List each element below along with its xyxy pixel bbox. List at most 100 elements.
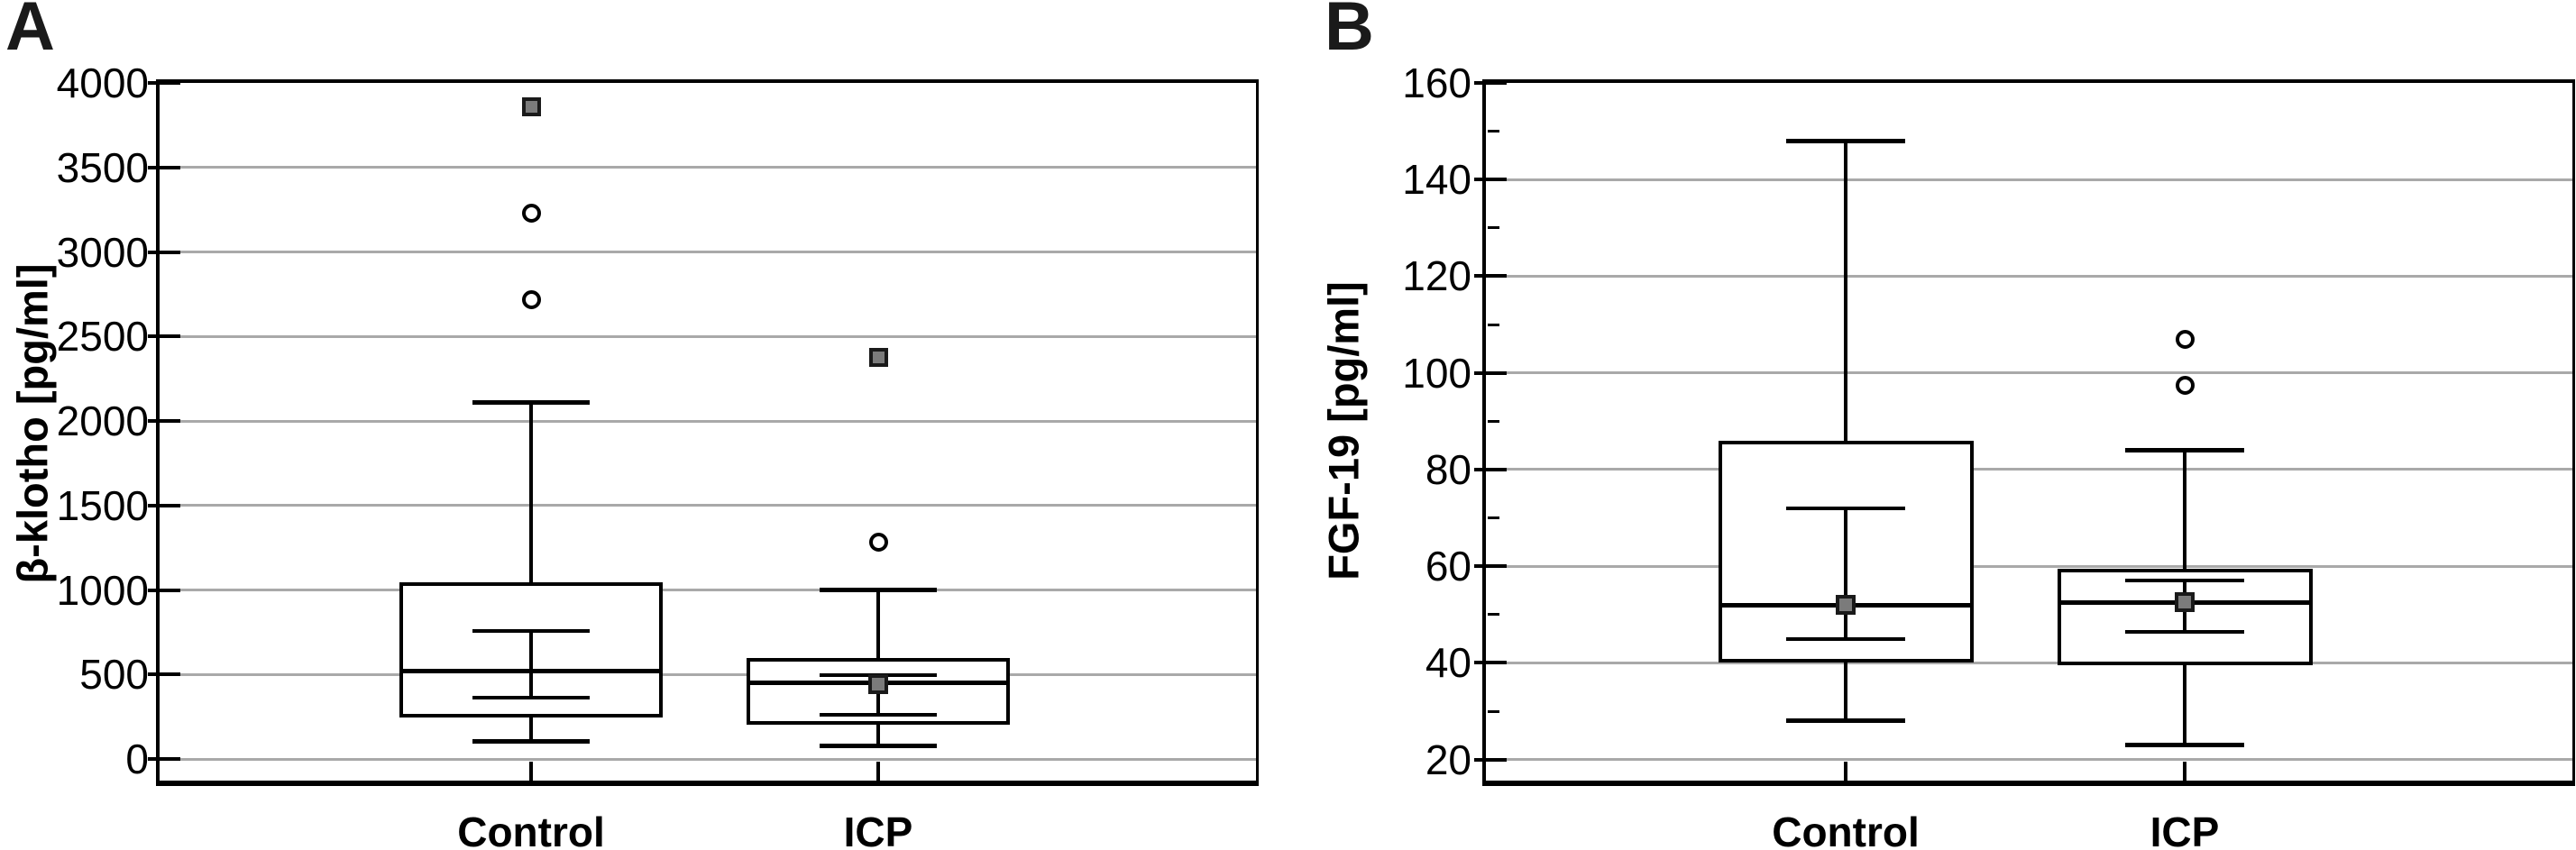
category-label: ICP bbox=[2150, 809, 2220, 850]
y-major-tick bbox=[1474, 564, 1507, 569]
y-major-tick bbox=[1474, 467, 1507, 471]
y-gridline bbox=[1486, 661, 2572, 664]
y-tick-label: 20 bbox=[1425, 736, 1471, 783]
y-minor-tick bbox=[1488, 419, 1499, 423]
y-gridline bbox=[160, 757, 1256, 761]
y-major-tick bbox=[148, 419, 180, 423]
category-tick bbox=[2183, 762, 2186, 781]
y-gridline bbox=[160, 251, 1256, 253]
axis-top bbox=[160, 79, 1259, 83]
y-tick-label: 120 bbox=[1402, 252, 1471, 300]
whisker-upper-cap bbox=[820, 588, 937, 592]
y-minor-tick bbox=[1488, 709, 1499, 713]
y-major-tick bbox=[1474, 370, 1507, 375]
y-gridline bbox=[160, 672, 1256, 676]
whisker-lower-line bbox=[2183, 665, 2186, 745]
y-tick-label: 100 bbox=[1402, 349, 1471, 397]
y-tick-label: 40 bbox=[1425, 639, 1471, 687]
extreme-marker bbox=[868, 348, 888, 368]
category-tick bbox=[876, 762, 880, 781]
whisker-upper-line bbox=[2183, 450, 2186, 569]
y-minor-tick bbox=[1488, 323, 1499, 326]
y-major-tick bbox=[1474, 274, 1507, 279]
y-major-tick bbox=[1474, 661, 1507, 665]
whisker-lower-line bbox=[529, 717, 533, 742]
y-major-tick bbox=[148, 672, 180, 677]
y-tick-label: 1000 bbox=[56, 566, 149, 614]
y-tick-label: 2500 bbox=[56, 313, 149, 361]
axis-bottom bbox=[156, 781, 1259, 786]
y-major-tick bbox=[1474, 81, 1507, 85]
mean-marker bbox=[2175, 592, 2195, 613]
y-minor-tick bbox=[1488, 613, 1499, 617]
inner-upper-cap bbox=[472, 629, 590, 634]
inner-error-line bbox=[529, 631, 533, 698]
y-major-tick bbox=[1474, 178, 1507, 182]
panel-letter: B bbox=[1325, 0, 1374, 65]
y-axis-title: β-klotho [pg/ml] bbox=[8, 263, 57, 584]
whisker-upper-cap bbox=[1786, 138, 1905, 143]
y-gridline bbox=[160, 334, 1256, 338]
y-gridline bbox=[160, 504, 1256, 507]
y-tick-label: 80 bbox=[1425, 445, 1471, 493]
y-major-tick bbox=[148, 165, 180, 169]
y-gridline bbox=[160, 419, 1256, 423]
whisker-lower-cap bbox=[2125, 743, 2244, 748]
axis-left bbox=[156, 79, 160, 786]
y-tick-label: 3500 bbox=[56, 143, 149, 191]
y-gridline bbox=[1486, 468, 2572, 471]
inner-lower-cap bbox=[1786, 636, 1905, 641]
whisker-upper-line bbox=[529, 402, 533, 583]
whisker-lower-cap bbox=[820, 744, 937, 749]
y-major-tick bbox=[148, 334, 180, 339]
whisker-upper-line bbox=[1844, 141, 1847, 441]
y-minor-tick bbox=[1488, 130, 1499, 133]
y-major-tick bbox=[148, 250, 180, 254]
category-tick bbox=[529, 762, 533, 781]
outlier-marker bbox=[868, 532, 888, 552]
y-gridline bbox=[1486, 274, 2572, 278]
inner-lower-cap bbox=[820, 712, 937, 717]
axis-right bbox=[2572, 79, 2575, 786]
y-gridline bbox=[160, 166, 1256, 169]
whisker-lower-cap bbox=[1786, 718, 1905, 724]
outlier-marker bbox=[2175, 375, 2195, 395]
y-axis-title: FGF-19 [pg/ml] bbox=[1319, 281, 1368, 580]
y-tick-label: 160 bbox=[1402, 59, 1471, 106]
outlier-marker bbox=[2175, 329, 2195, 349]
category-label: ICP bbox=[843, 809, 913, 850]
y-major-tick bbox=[1474, 757, 1507, 762]
inner-upper-cap bbox=[2125, 579, 2244, 583]
y-minor-tick bbox=[1488, 516, 1499, 520]
axis-right bbox=[1256, 79, 1259, 786]
y-gridline bbox=[1486, 758, 2572, 762]
whisker-upper-cap bbox=[2125, 448, 2244, 452]
y-tick-label: 2000 bbox=[56, 398, 149, 444]
whisker-upper-cap bbox=[472, 399, 590, 405]
extreme-marker bbox=[521, 96, 541, 116]
y-tick-label: 1500 bbox=[56, 481, 149, 529]
axis-bottom bbox=[1482, 781, 2575, 786]
y-gridline bbox=[160, 589, 1256, 591]
panel-letter: A bbox=[5, 0, 55, 65]
inner-error-line bbox=[1844, 507, 1847, 639]
inner-error-line bbox=[876, 675, 880, 715]
y-gridline bbox=[1486, 564, 2572, 568]
axis-left bbox=[1482, 79, 1486, 786]
y-tick-label: 3000 bbox=[56, 228, 149, 276]
y-major-tick bbox=[148, 588, 180, 592]
whisker-lower-cap bbox=[472, 738, 590, 744]
category-tick bbox=[1844, 762, 1847, 781]
y-tick-label: 60 bbox=[1425, 543, 1471, 590]
category-label: Control bbox=[1772, 809, 1920, 850]
y-tick-label: 140 bbox=[1402, 156, 1471, 204]
y-major-tick bbox=[148, 503, 180, 507]
y-tick-label: 0 bbox=[125, 736, 149, 782]
y-gridline bbox=[1486, 371, 2572, 375]
y-tick-label: 500 bbox=[79, 651, 149, 699]
inner-lower-cap bbox=[472, 695, 590, 699]
inner-lower-cap bbox=[2125, 629, 2244, 634]
axis-top bbox=[1486, 79, 2575, 83]
category-label: Control bbox=[457, 809, 605, 850]
